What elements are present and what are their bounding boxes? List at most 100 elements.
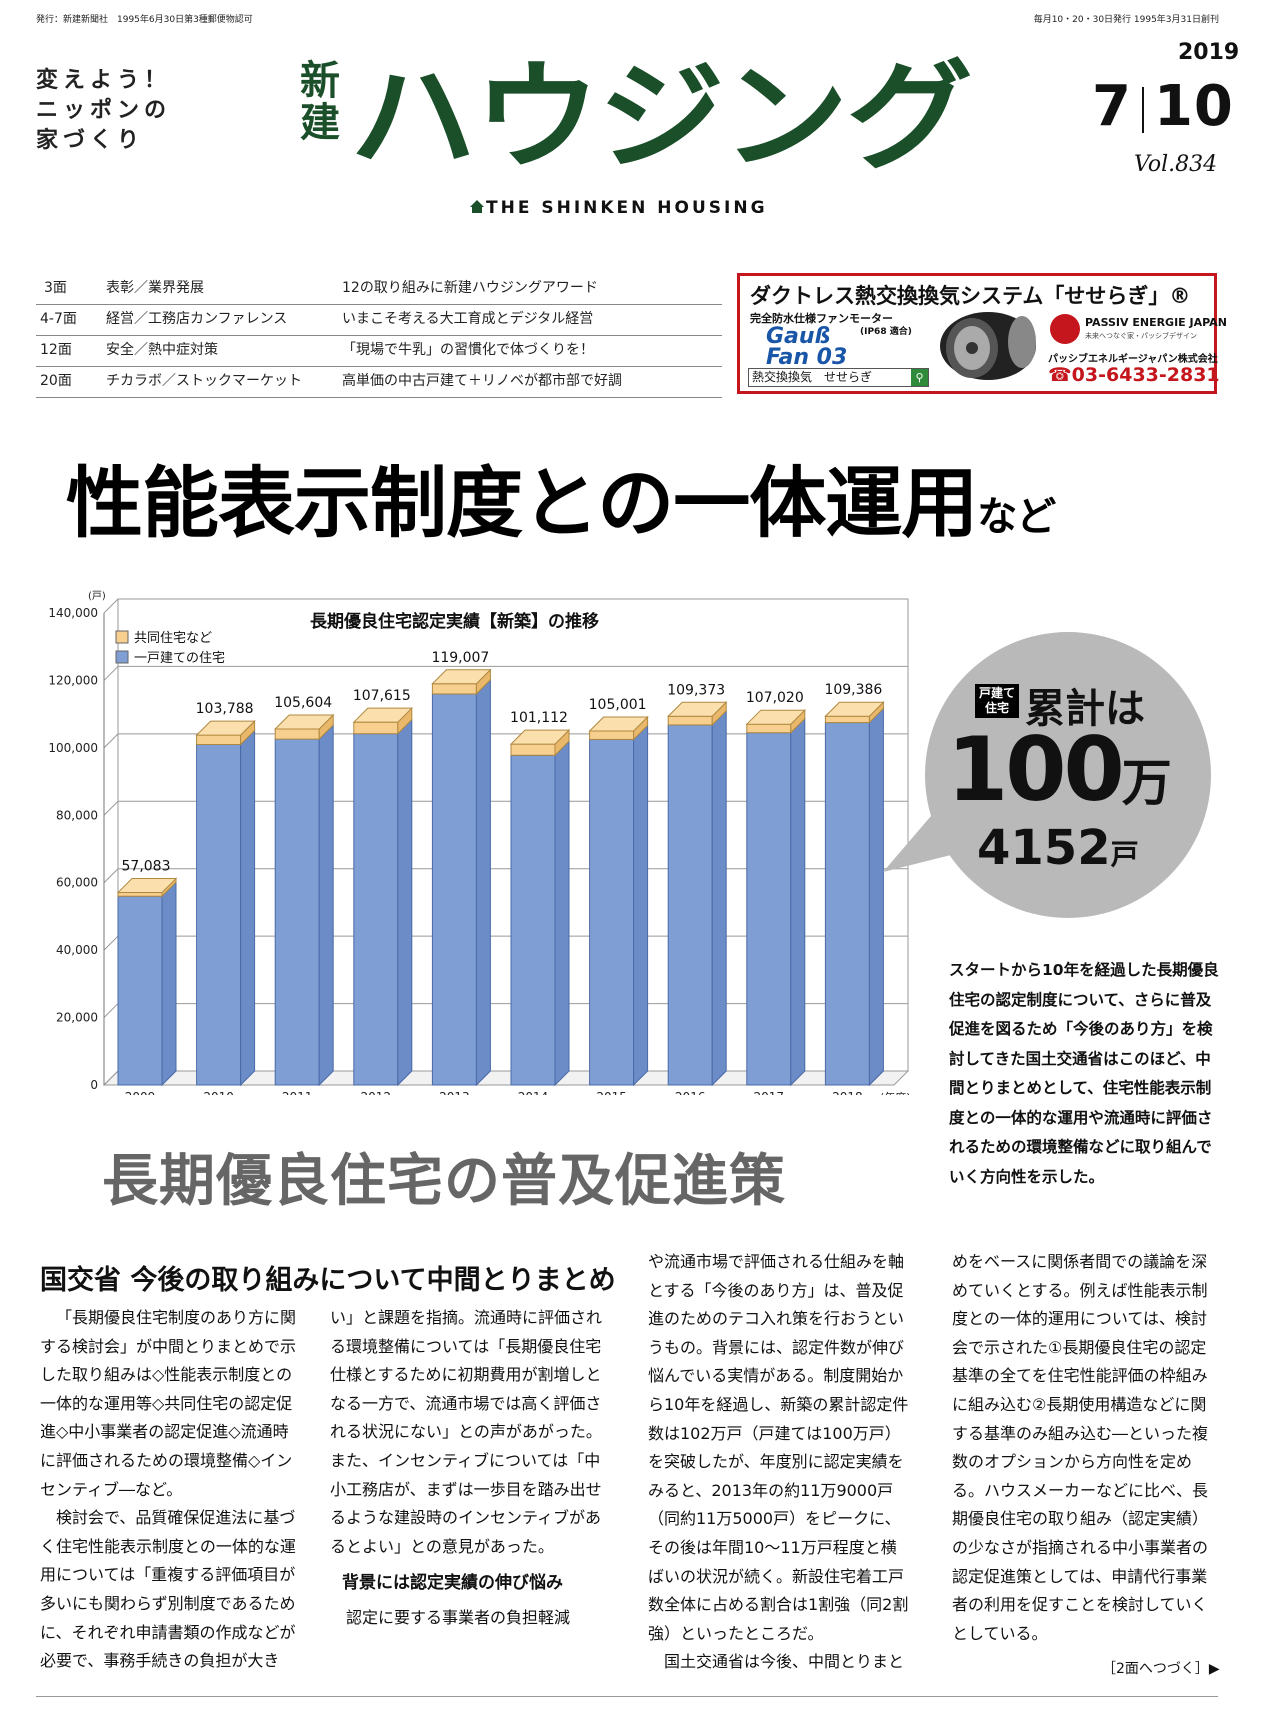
y-axis-unit: (戸) <box>88 590 106 602</box>
gridline <box>103 1070 119 1086</box>
bar-top-face <box>588 716 649 732</box>
gridline <box>103 666 119 681</box>
ad-company: パッシブエネルギージャパン株式会社 <box>1048 354 1218 365</box>
bar-data-label: 107,615 <box>353 688 411 704</box>
bar-data-label: 57,083 <box>122 859 171 875</box>
toc-row[interactable]: 20面 チカラボ／ストックマーケット 高単価の中古戸建て＋リノベが都市部で好調 <box>36 366 722 398</box>
toc-title: 「現場で牛乳」の習慣化で体づくりを！ <box>342 342 594 358</box>
slogan: 変えよう！ ニッポンの 家づくり <box>36 66 171 156</box>
ad-line: 完全防水仕様ファンモーター <box>750 312 893 325</box>
gridline <box>103 935 119 951</box>
advertisement[interactable]: ダクトレス熱交換換気システム「せせらぎ」® 完全防水仕様ファンモーター (IP6… <box>737 273 1227 394</box>
legend-swatch <box>115 650 129 664</box>
continued-link[interactable]: ［2面へつづく］▶ <box>1102 1661 1220 1677</box>
article-column-1: 「長期優良住宅制度のあり方に関する検討会」が中間とりまとめで示した取り組みは◇性… <box>40 1304 304 1676</box>
bar-top-face <box>509 729 571 745</box>
ad-title: ダクトレス熱交換換気システム「せせらぎ」® <box>750 284 1191 308</box>
bar-collective <box>196 734 242 745</box>
toc-title: いまこそ考える大工育成とデジタル経営 <box>342 311 594 327</box>
toc-row[interactable]: 3面 表彰／業界発展 12の取り組みに新建ハウジングアワード <box>36 273 722 305</box>
headline: 性能表示制度との一体運用など <box>66 460 1056 549</box>
search-icon[interactable]: ⚲ <box>911 369 928 386</box>
bar-top-face <box>273 714 335 730</box>
paragraph: い」と課題を指摘。流通時に評価される環境整備については「長期優良住宅仕様とするた… <box>330 1308 603 1556</box>
bar-detached-side <box>790 717 806 1087</box>
toc-section: 安全／熱中症対策 <box>106 342 218 358</box>
x-tick-label: 2011 <box>282 1090 313 1095</box>
bar-chart: 0 20,000 40,000 60,000 80,000 100,000 120,000 1… <box>48 590 911 1095</box>
masthead-ken: 建 <box>300 100 340 146</box>
phone-icon: ☎ <box>1048 364 1072 386</box>
bar-data-label: 103,788 <box>196 701 254 717</box>
y-tick-label: 0 <box>90 1078 98 1092</box>
house-icon <box>470 200 484 213</box>
callout-bubble: 戸建て 住宅 累計は 100万 4152戸 <box>883 632 1211 918</box>
toc-page: 4-7面 <box>40 311 77 327</box>
toc-row[interactable]: 12面 安全／熱中症対策 「現場で牛乳」の習慣化で体づくりを！ <box>36 335 722 367</box>
bar-top-face <box>352 707 414 723</box>
bar-data-label: 109,373 <box>667 682 725 698</box>
bar-detached-side <box>240 729 256 1087</box>
bar-detached-side <box>868 707 884 1087</box>
bar-data-label: 105,604 <box>274 695 332 711</box>
toc-page: 12面 <box>40 342 72 358</box>
x-tick-label: 2012 <box>361 1090 392 1095</box>
x-tick-label: 2016 <box>675 1090 706 1095</box>
bar-detached <box>510 754 556 1086</box>
bar-detached <box>746 732 792 1086</box>
paragraph: 検討会で、品質確保促進法に基づく住宅性能表示制度との一体的な運用については「重複… <box>40 1508 296 1671</box>
bar-collective <box>353 721 399 735</box>
bar-collective <box>667 715 713 726</box>
paragraph: 認定に要する事業者の負担軽減 <box>346 1607 571 1627</box>
bar-data-label: 119,007 <box>431 650 489 666</box>
bar-collective <box>824 715 870 724</box>
masthead: 新 建 <box>300 60 340 144</box>
masthead-shin: 新 <box>300 58 340 104</box>
fan-icon <box>934 306 1042 386</box>
bar-collective <box>274 728 320 740</box>
toc-row[interactable]: 4-7面 経営／工務店カンファレンス いまこそ考える大工育成とデジタル経営 <box>36 304 722 336</box>
paragraph: や流通市場で評価される仕組みを軸とする「今後のあり方」は、普及促進のためのテコ入… <box>648 1252 909 1643</box>
publication-note: 毎月10・20・30日発行 1995年3月31日創刊 <box>1033 15 1219 25</box>
lead-paragraph: スタートから10年を経過した長期優良住宅の認定制度について、さらに普及促進を図る… <box>949 961 1219 1186</box>
bar-detached <box>589 738 635 1086</box>
slogan-line: 変えよう！ <box>36 68 172 93</box>
y-tick-label: 60,000 <box>56 876 98 890</box>
toc-title: 12の取り組みに新建ハウジングアワード <box>342 280 598 296</box>
bar-detached <box>274 738 320 1086</box>
ad-search-text: 熱交換換気 せせらぎ <box>752 370 873 384</box>
legend-swatch <box>115 630 129 644</box>
gridline <box>103 598 119 614</box>
bar-data-label: 107,020 <box>746 690 804 706</box>
bar-data-label: 101,112 <box>510 710 568 726</box>
article-column-4: めをベースに関係者間での議論を深めていくとする。例えば性能表示制度との一体的運用… <box>952 1248 1218 1648</box>
callout-big: 100万 <box>947 718 1172 821</box>
ad-brand: PASSIV ENERGIE JAPAN <box>1085 316 1227 329</box>
bar-detached <box>117 895 163 1086</box>
chart-title: 長期優良住宅認定実績【新築】の推移 <box>310 611 599 632</box>
y-tick-label: 120,000 <box>48 673 98 687</box>
slogan-line: ニッポンの <box>36 98 172 123</box>
x-tick-label: 2013 <box>439 1090 470 1095</box>
article-column-2: い」と課題を指摘。流通時に評価される環境整備については「長期優良住宅仕様とするた… <box>330 1304 608 1633</box>
bar-top-face <box>116 878 178 894</box>
toc-page: 3面 <box>44 280 67 296</box>
bar-detached-side <box>397 718 413 1087</box>
bar-detached <box>667 724 713 1086</box>
gridline <box>103 800 119 816</box>
toc-title: 高単価の中古戸建て＋リノベが都市部で好調 <box>342 373 622 389</box>
ad-ip: (IP68 適合) <box>860 327 912 337</box>
ad-tel: ☎03-6433-2831 <box>1048 364 1220 386</box>
paragraph: 「長期優良住宅制度のあり方に関する検討会」が中間とりまとめで示した取り組みは◇性… <box>40 1308 297 1499</box>
ad-search-box[interactable]: 熱交換換気 せせらぎ ⚲ <box>748 368 929 387</box>
slogan-line: 家づくり <box>36 128 145 153</box>
bar-detached-side <box>711 709 727 1087</box>
bar-detached-side <box>475 678 491 1087</box>
y-tick-label: 80,000 <box>56 808 98 822</box>
section-heading: 背景には認定実績の伸び悩み <box>342 1573 563 1594</box>
x-axis-unit: (年度) <box>880 1090 911 1095</box>
bar-top-face <box>195 720 256 736</box>
paragraph: 国土交通省は今後、中間とりまと <box>664 1652 905 1672</box>
bar-data-label: 109,386 <box>824 682 882 698</box>
